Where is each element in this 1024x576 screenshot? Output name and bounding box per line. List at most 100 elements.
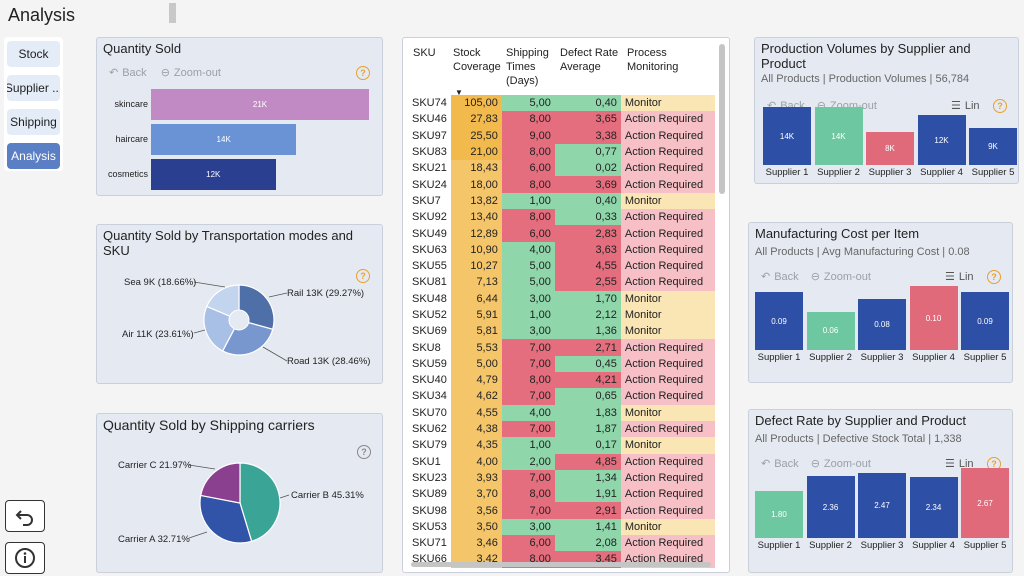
bar-supplier-2[interactable]: 2.36 [806, 476, 855, 538]
bar-supplier-1[interactable]: 1.80 [755, 490, 803, 538]
col-header-sku[interactable]: SKU [413, 47, 436, 59]
bar-skincare[interactable]: 21K [151, 89, 369, 120]
pie-leader-line [279, 494, 290, 499]
nav-item-supplier[interactable]: Supplier ... [7, 75, 60, 101]
table-row[interactable]: SKU98 3,56 7,00 2,91 Action Required [409, 502, 715, 519]
pie-slice[interactable] [199, 494, 253, 544]
bar-supplier-4[interactable]: 0.10 [909, 286, 958, 350]
info-button[interactable] [5, 542, 45, 574]
vertical-scrollbar[interactable] [719, 44, 725, 194]
lin-toggle[interactable]: Lin [958, 270, 974, 283]
back-icon[interactable]: ↶ [767, 100, 777, 112]
bar-supplier-2[interactable]: 14K [814, 107, 863, 165]
bar-supplier-5[interactable]: 9K [969, 127, 1017, 165]
back-icon[interactable]: ↶ [109, 67, 119, 79]
bar-supplier-1[interactable]: 0.09 [755, 292, 803, 350]
col-header-process-monitoring[interactable]: Process Monitoring [627, 47, 679, 73]
table-row[interactable]: SKU49 12,89 6,00 2,83 Action Required [409, 225, 715, 242]
zoom-out-icon[interactable]: ⊖ [810, 458, 820, 470]
table-row[interactable]: SKU89 3,70 8,00 1,91 Action Required [409, 486, 715, 503]
lin-toggle[interactable]: Lin [958, 457, 974, 470]
table-row[interactable]: SKU21 18,43 6,00 0,02 Action Required [409, 160, 715, 177]
zoom-out-icon[interactable]: ⊖ [810, 271, 820, 283]
list-icon[interactable]: ☰ [945, 271, 955, 283]
table-row[interactable]: SKU74 105,00 5,00 0,40 Monitor [409, 95, 715, 112]
pie-label-road: Road 13K (28.46%) [287, 356, 371, 367]
col-header-defect-rate[interactable]: Defect Rate Average [560, 47, 619, 73]
cell-sku: SKU7 [409, 192, 451, 210]
help-icon[interactable]: ? [993, 99, 1007, 113]
bar-supplier-3[interactable]: 2.47 [858, 473, 906, 538]
table-row[interactable]: SKU79 4,35 1,00 0,17 Monitor [409, 437, 715, 454]
table-row[interactable]: SKU48 6,44 3,00 1,70 Monitor [409, 290, 715, 307]
table-row[interactable]: SKU53 3,50 3,00 1,41 Monitor [409, 518, 715, 536]
table-row[interactable]: SKU69 5,81 3,00 1,36 Monitor [409, 323, 715, 340]
back-button[interactable]: Back [774, 457, 799, 470]
bar-supplier-5[interactable]: 2.67 [961, 468, 1009, 538]
cell-process-monitoring: Action Required [620, 486, 715, 503]
table-row[interactable]: SKU34 4,62 7,00 0,65 Action Required [409, 388, 715, 405]
nav-item-stock[interactable]: Stock [7, 41, 60, 67]
bar-supplier-3[interactable]: 0.08 [858, 298, 906, 350]
list-icon[interactable]: ☰ [951, 100, 961, 112]
table-row[interactable]: SKU71 3,46 6,00 2,08 Action Required [409, 535, 715, 552]
table-row[interactable]: SKU24 18,00 8,00 3,69 Action Required [409, 176, 715, 193]
nav-item-shipping[interactable]: Shipping [7, 109, 60, 135]
table-row[interactable]: SKU7 13,82 1,00 0,40 Monitor [409, 192, 715, 210]
table-row[interactable]: SKU46 27,83 8,00 3,65 Action Required [409, 111, 715, 128]
lin-toggle[interactable]: Lin [964, 99, 980, 112]
bar-supplier-5[interactable]: 0.09 [961, 292, 1009, 350]
zoom-out-button[interactable]: Zoom-out [173, 66, 221, 79]
pie-slice[interactable] [239, 462, 281, 543]
table-row[interactable]: SKU52 5,91 1,00 2,12 Monitor [409, 306, 715, 324]
table-row[interactable]: SKU62 4,38 7,00 1,87 Action Required [409, 420, 715, 438]
bar-supplier-3[interactable]: 8K [866, 131, 914, 165]
col-header-shipping-times[interactable]: Shipping Times (Days) [506, 47, 549, 87]
undo-button[interactable] [5, 500, 45, 532]
table-row[interactable]: SKU70 4,55 4,00 1,83 Monitor [409, 404, 715, 421]
cell-defect-rate: 1,91 [554, 486, 621, 503]
bar-supplier-1[interactable]: 14K [763, 107, 811, 165]
zoom-out-button[interactable]: Zoom-out [823, 457, 871, 470]
table-row[interactable]: SKU97 25,50 9,00 3,38 Action Required [409, 127, 715, 144]
zoom-out-icon[interactable]: ⊖ [816, 100, 826, 112]
table-row[interactable]: SKU63 10,90 4,00 3,63 Action Required [409, 241, 715, 258]
table-row[interactable]: SKU83 21,00 8,00 0,77 Action Required [409, 143, 715, 161]
bar-supplier-4[interactable]: 2.34 [909, 476, 958, 538]
list-icon[interactable]: ☰ [945, 458, 955, 470]
bar-supplier-2[interactable]: 0.06 [806, 311, 855, 350]
nav-item-analysis[interactable]: Analysis [7, 143, 60, 169]
table-row[interactable]: SKU81 7,13 5,00 2,55 Action Required [409, 274, 715, 291]
cell-stock-coverage: 12,89 [450, 225, 502, 242]
table-row[interactable]: SKU8 5,53 7,00 2,71 Action Required [409, 339, 715, 356]
pie-slice[interactable] [200, 462, 241, 504]
help-icon[interactable]: ? [356, 269, 370, 283]
table-row[interactable]: SKU23 3,93 7,00 1,34 Action Required [409, 469, 715, 487]
help-icon[interactable]: ? [357, 445, 371, 459]
table-row[interactable]: SKU1 4,00 2,00 4,85 Action Required [409, 453, 715, 470]
cell-sku: SKU55 [409, 257, 451, 275]
bar-supplier-4[interactable]: 12K [917, 115, 966, 165]
back-button[interactable]: Back [122, 66, 147, 79]
table-row[interactable]: SKU40 4,79 8,00 4,21 Action Required [409, 372, 715, 389]
cell-sku: SKU49 [409, 225, 451, 242]
bar-cosmetics[interactable]: 12K [151, 159, 276, 190]
horizontal-scrollbar[interactable] [411, 562, 711, 567]
zoom-out-icon[interactable]: ⊖ [160, 67, 170, 79]
bar-haircare[interactable]: 14K [151, 124, 297, 155]
table-row[interactable]: SKU55 10,27 5,00 4,55 Action Required [409, 257, 715, 275]
table-row[interactable]: SKU92 13,40 8,00 0,33 Action Required [409, 209, 715, 226]
back-button[interactable]: Back [774, 270, 799, 283]
table-row[interactable]: SKU59 5,00 7,00 0,45 Action Required [409, 355, 715, 373]
back-icon[interactable]: ↶ [761, 271, 771, 283]
cell-stock-coverage: 13,82 [450, 192, 502, 210]
pie-slice[interactable] [205, 284, 240, 321]
help-icon[interactable]: ? [356, 66, 370, 80]
zoom-out-button[interactable]: Zoom-out [823, 270, 871, 283]
col-header-stock-coverage[interactable]: Stock Coverage [453, 47, 501, 73]
cell-sku: SKU81 [409, 274, 451, 291]
back-icon[interactable]: ↶ [761, 458, 771, 470]
help-icon[interactable]: ? [987, 270, 1001, 284]
cell-defect-rate: 1,36 [554, 323, 621, 340]
sort-desc-icon[interactable]: ▼ [455, 88, 463, 97]
